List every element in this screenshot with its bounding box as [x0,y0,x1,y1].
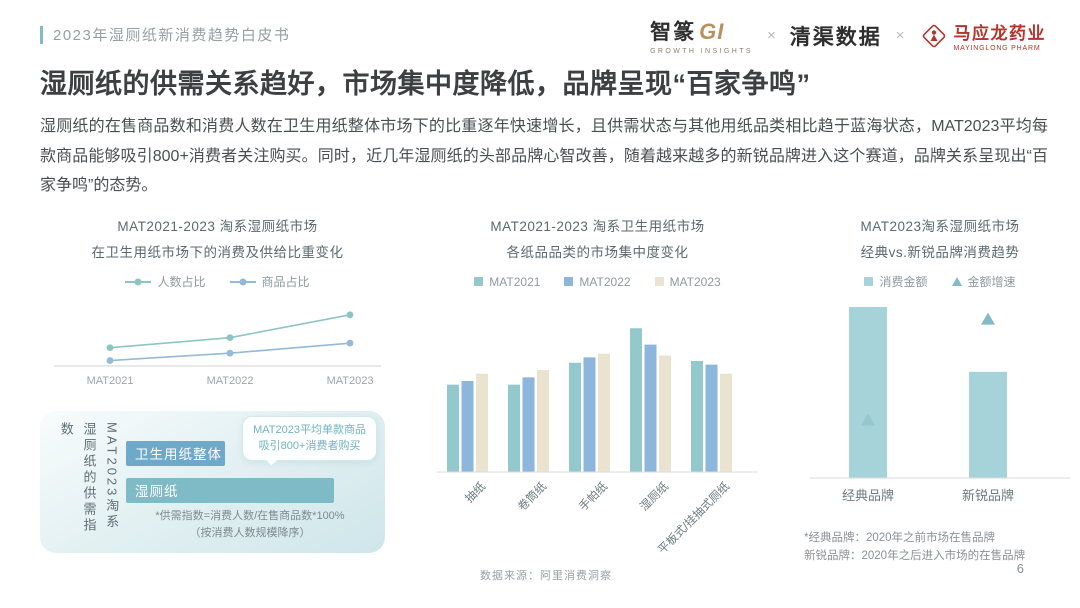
bar-MAT2022-平板式/挂抽式厕纸 [705,364,718,472]
bar-消费金额-经典品牌 [849,306,887,478]
bar-MAT2021-湿厕纸 [630,327,642,472]
x-tick-label: 抽纸 [462,478,489,505]
qingqu-logo-text: 清渠数据 [789,25,882,49]
mayinglong-logo-subtext: MAYINGLONG PHARM [953,45,1041,52]
x-tick-label: MAT2022 [207,375,254,387]
line-人数占比 [109,313,351,349]
bar-MAT2022-手帕纸 [583,356,596,472]
legend-item: MAT2021 [474,275,540,289]
page-number: 6 [1016,561,1024,576]
bar-MAT2021-抽纸 [447,384,459,472]
chart-column-market-concentration: MAT2021-2023 淘系卫生用纸市场 各纸品品类的市场集中度变化 MAT2… [425,214,770,565]
logo-group: 智篆 GI GROWTH INSIGHTS × 清渠数据 × 马应龙药业 MAY… [650,16,1046,55]
bar-MAT2021-卷筒纸 [508,384,520,472]
supply-box-bars: 卫生用纸整体 湿厕纸 [126,440,374,515]
logo-separator: × [895,27,905,44]
bar-MAT2021-手帕纸 [569,362,581,472]
legend-item: 消费金额 [864,273,928,290]
zhizhuan-logo: 智篆 GI GROWTH INSIGHTS [650,16,753,55]
mayinglong-logo-text: 马应龙药业 [953,24,1046,43]
charts-row: MAT2021-2023 淘系湿厕纸市场 在卫生用纸市场下的消费及供给比重变化 … [40,214,1080,565]
zhizhuan-logo-subtext: GROWTH INSIGHTS [650,48,753,55]
x-tick-label: 新锐品牌 [962,488,1014,503]
page-title: 湿厕纸的供需关系趋好，市场集中度降低，品牌呈现“百家争鸣” [40,69,811,99]
bar-MAT2021-平板式/挂抽式厕纸 [691,360,703,472]
bar-MAT2023-卷筒纸 [537,369,549,472]
doc-title: 2023年湿厕纸新消费趋势白皮书 [53,27,291,44]
doc-title-wrap: 2023年湿厕纸新消费趋势白皮书 [40,24,290,45]
hbar-wet-toilet-paper: 湿厕纸 [126,477,335,503]
callout-bubble: MAT2023平均单款商品 吸引800+消费者购买 [242,415,377,467]
hbar-hygiene-paper-overall: 卫生用纸整体 [126,440,226,466]
logo-separator: × [766,27,776,44]
chart3-title: MAT2023淘系湿厕纸市场 经典vs.新锐品牌消费趋势 [860,219,1020,261]
line-swatch-icon [125,278,152,286]
bar-MAT2023-湿厕纸 [659,355,671,472]
data-source-note: 数据来源：阿里消费洞察 [480,570,612,582]
header: 2023年湿厕纸新消费趋势白皮书 智篆 GI GROWTH INSIGHTS ×… [40,16,1046,55]
chart2-title: MAT2021-2023 淘系卫生用纸市场 各纸品品类的市场集中度变化 [490,219,705,261]
legend-item: MAT2023 [654,275,721,289]
bar-chart-brand-trend: 经典品牌 新锐品牌 [800,290,1080,527]
line-chart-svg: MAT2021 MAT2022 MAT2023 [54,311,381,387]
x-tick-label: 手帕纸 [576,478,611,513]
x-tick-label: 经典品牌 [842,488,894,503]
legend-item: 金额增速 [951,273,1016,290]
triangle-金额增速-经典品牌 [861,413,875,426]
chart2-legend: MAT2021 MAT2022 MAT2023 [425,274,770,290]
zhizhuan-logo-text: 智篆 [650,21,697,44]
point-商品占比 [106,356,114,364]
supply-box-vertical-label: MAT2023淘系 湿厕纸的供需指数 [58,421,120,534]
point-人数占比 [346,311,354,318]
bar-MAT2022-卷筒纸 [522,376,535,472]
chart-column-brand-trend: MAT2023淘系湿厕纸市场 经典vs.新锐品牌消费趋势 消费金额 金额增速 经… [800,214,1080,565]
x-tick-label: 湿厕纸 [638,479,672,513]
chart3-legend: 消费金额 金额增速 [800,274,1080,290]
point-商品占比 [346,339,354,347]
mayinglong-emblem-icon [922,24,945,47]
bar-MAT2022-抽纸 [461,380,474,472]
bar-MAT2023-平板式/挂抽式厕纸 [720,373,732,472]
chart1-legend: 人数占比 商品占比 [40,274,395,290]
square-swatch-icon [564,277,574,287]
square-swatch-icon [654,277,664,287]
supply-box-footnote: *供需指数=消费人数/在售商品数*100% （按消费人数规模降序） [155,509,345,539]
square-swatch-icon [474,277,484,287]
grouped-bar-chart-concentration: 抽纸 卷筒纸 手帕纸 湿厕纸 平板式/挂抽式厕纸 [425,290,770,563]
brand-chart-footnote: *经典品牌：2020年之前市场在售品牌 新锐品牌：2020年之后进入市场的在售品… [804,531,1026,563]
bar-MAT2022-湿厕纸 [644,344,657,472]
x-tick-label: MAT2021 [87,375,134,387]
triangle-金额增速-新锐品牌 [981,312,995,325]
line-chart-consumption-supply-share: MAT2021 MAT2022 MAT2023 [40,290,395,403]
line-swatch-icon [229,278,256,286]
point-人数占比 [226,333,234,341]
bar-消费金额-新锐品牌 [969,371,1007,478]
bar-MAT2023-手帕纸 [598,353,610,472]
triangle-swatch-icon [951,277,962,287]
supply-demand-index-box: MAT2023淘系 湿厕纸的供需指数 卫生用纸整体 湿厕纸 MAT2023平均单… [40,410,385,553]
mayinglong-logo: 马应龙药业 MAYINGLONG PHARM [919,19,1047,52]
x-tick-label: 卷筒纸 [515,478,550,513]
bar-MAT2023-抽纸 [476,373,488,472]
x-tick-label: MAT2023 [327,375,374,387]
point-人数占比 [106,343,114,351]
legend-item: 人数占比 [125,273,206,290]
accent-bar [40,25,43,44]
point-商品占比 [226,349,234,357]
brand-bar-chart-svg: 经典品牌 新锐品牌 [810,306,1070,503]
square-swatch-icon [864,277,874,287]
summary-paragraph: 湿厕纸的在售商品数和消费人数在卫生用纸整体市场下的比重逐年快速增长，且供需状态与… [40,118,1048,195]
legend-item: MAT2022 [564,275,631,289]
zhizhuan-gi-mark: GI [699,19,725,44]
chart1-title: MAT2021-2023 淘系湿厕纸市场 在卫生用纸市场下的消费及供给比重变化 [91,219,344,261]
legend-item: 商品占比 [229,273,310,290]
chart-column-wet-wipes-share: MAT2021-2023 淘系湿厕纸市场 在卫生用纸市场下的消费及供给比重变化 … [40,214,395,565]
